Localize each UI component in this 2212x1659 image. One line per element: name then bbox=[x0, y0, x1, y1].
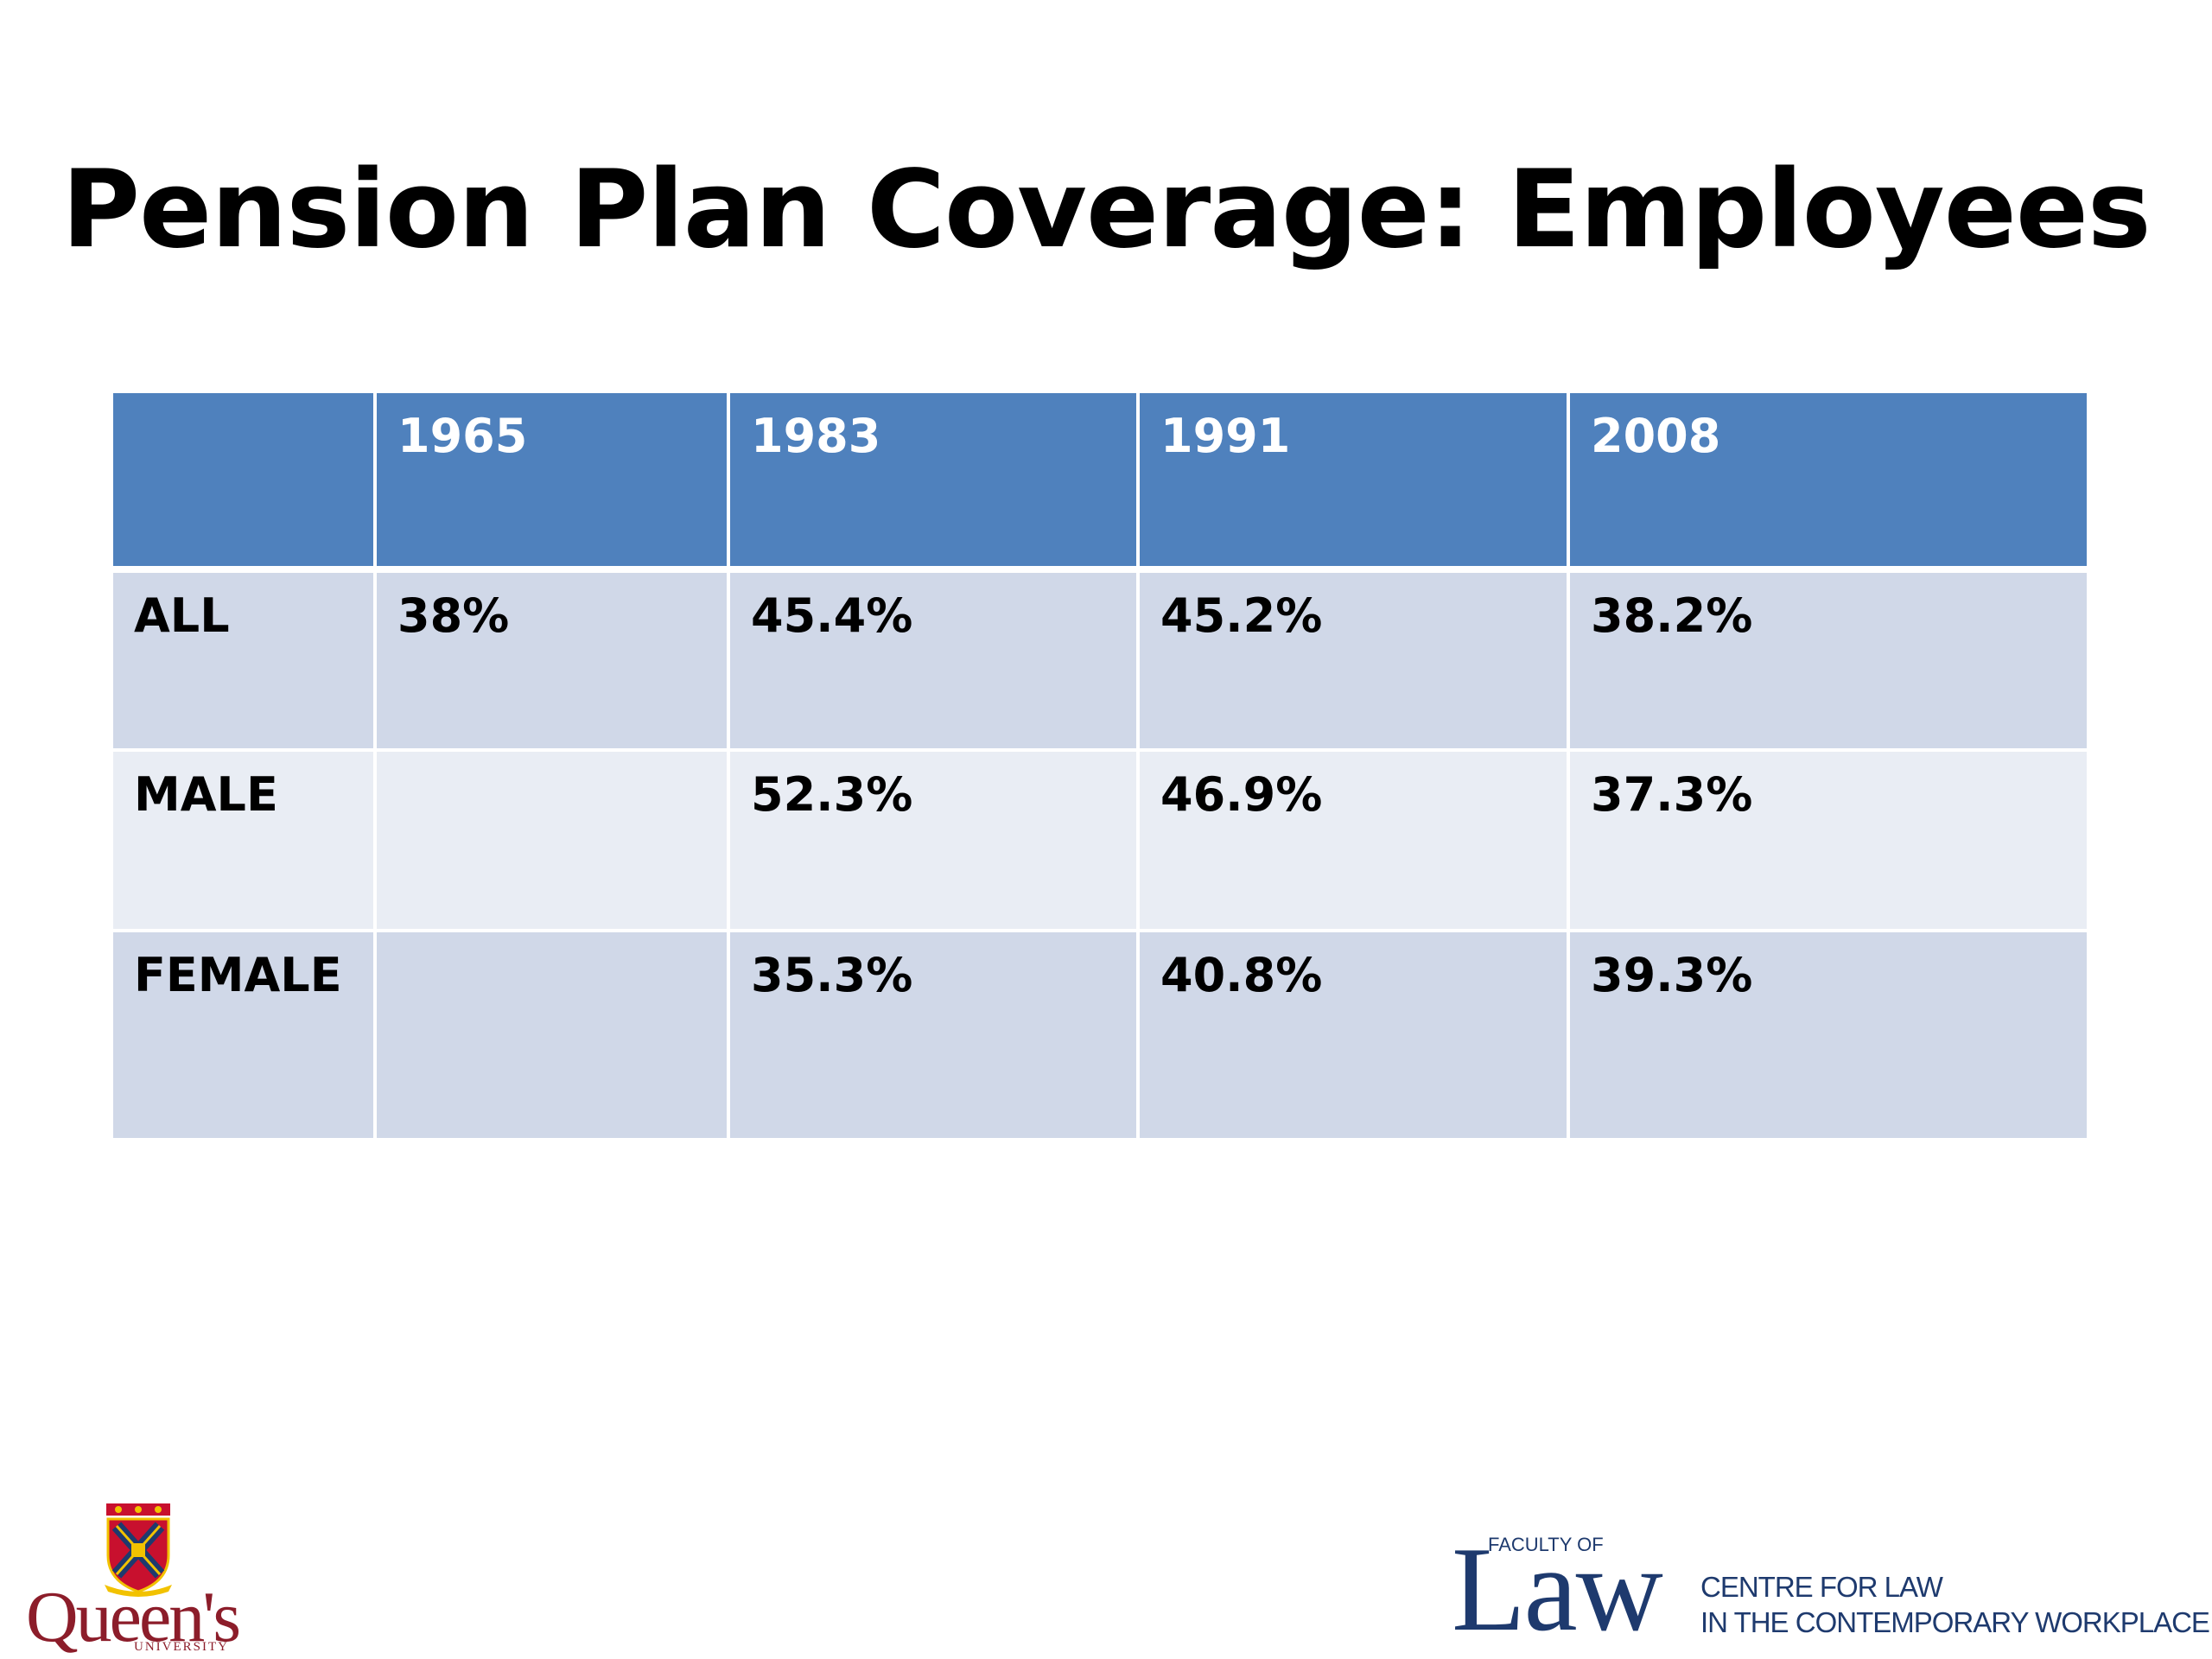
header-cell-1965: 1965 bbox=[373, 393, 730, 571]
header-cell-1991: 1991 bbox=[1136, 393, 1570, 571]
table-row-male: MALE 52.3% 46.9% 37.3% bbox=[113, 748, 2087, 932]
table-cell: 40.8% bbox=[1136, 929, 1570, 1138]
table-cell: 45.2% bbox=[1136, 566, 1570, 752]
header-cell-2008: 2008 bbox=[1567, 393, 2087, 571]
header-cell-blank bbox=[113, 393, 377, 571]
centre-name-line1: CENTRE FOR LAW bbox=[1700, 1571, 1943, 1603]
table-cell: 52.3% bbox=[727, 748, 1140, 932]
table-row-female: FEMALE 35.3% 40.8% 39.3% bbox=[113, 929, 2087, 1138]
table-cell: 35.3% bbox=[727, 929, 1140, 1138]
table-cell: 38% bbox=[373, 566, 730, 752]
table-cell bbox=[373, 929, 730, 1138]
table-cell: 39.3% bbox=[1567, 929, 2087, 1138]
table-row-all: ALL 38% 45.4% 45.2% 38.2% bbox=[113, 566, 2087, 752]
table-cell bbox=[373, 748, 730, 932]
table-header-row: 1965 1983 1991 2008 bbox=[113, 393, 2087, 571]
queens-wordmark: Queen's bbox=[26, 1577, 241, 1657]
faculty-of-law-logo: Law FACULTY OF CENTRE FOR LAW IN THE CON… bbox=[1452, 1522, 2210, 1656]
row-label: FEMALE bbox=[113, 929, 377, 1138]
queens-subtitle: UNIVERSITY bbox=[134, 1640, 229, 1654]
coverage-table: 1965 1983 1991 2008 ALL 38% 45.4% 45.2% … bbox=[113, 393, 2087, 1138]
table-cell: 45.4% bbox=[727, 566, 1140, 752]
centre-name-line2: IN THE CONTEMPORARY WORKPLACE bbox=[1700, 1606, 2210, 1638]
header-cell-1983: 1983 bbox=[727, 393, 1140, 571]
faculty-of-caption: FACULTY OF bbox=[1488, 1534, 1604, 1555]
row-label: ALL bbox=[113, 566, 377, 752]
table-cell: 46.9% bbox=[1136, 748, 1570, 932]
row-label: MALE bbox=[113, 748, 377, 932]
slide-title: Pension Plan Coverage: Employees bbox=[61, 148, 2151, 272]
table-cell: 37.3% bbox=[1567, 748, 2087, 932]
queens-crest-icon bbox=[105, 1503, 172, 1597]
table-cell: 38.2% bbox=[1567, 566, 2087, 752]
law-wordmark: Law bbox=[1452, 1522, 1663, 1656]
queens-university-logo: Queen's UNIVERSITY bbox=[26, 1495, 251, 1659]
